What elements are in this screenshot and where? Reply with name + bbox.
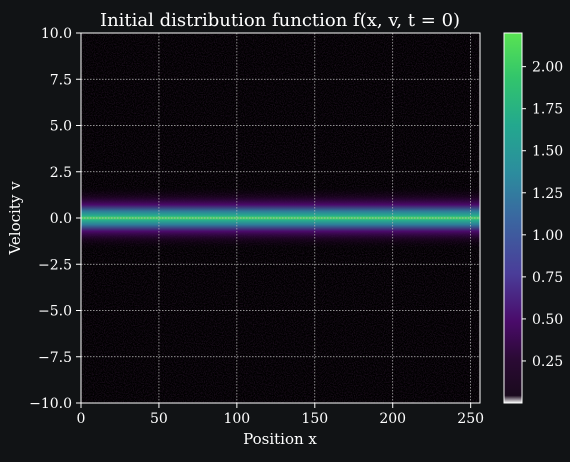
y-axis: 10.0 7.5 5.0 2.5 0.0 −2.5 −5.0 −7.5 −10.0 — [29, 26, 81, 412]
chart-title: Initial distribution function f(x, v, t … — [100, 10, 460, 31]
plot-area — [80, 32, 481, 404]
y-tick-label: −10.0 — [29, 396, 72, 412]
colorbar-tick-label: 1.00 — [532, 228, 563, 244]
y-tick-label: 5.0 — [50, 119, 72, 135]
x-axis: 0 50 100 150 200 250 — [77, 403, 484, 427]
x-tick-label: 100 — [223, 411, 250, 427]
colorbar-tick-label: 1.25 — [532, 186, 563, 202]
x-tick-label: 150 — [301, 411, 328, 427]
colorbar-tick-label: 0.25 — [532, 354, 563, 370]
colorbar: 2.00 1.75 1.50 1.25 1.00 0.75 0.50 0.25 — [503, 32, 563, 404]
y-tick-label: −7.5 — [38, 350, 72, 366]
colorbar-tick-label: 2.00 — [532, 60, 563, 76]
x-tick-label: 200 — [379, 411, 406, 427]
y-tick-label: 2.5 — [50, 165, 72, 181]
colorbar-tick-label: 1.75 — [532, 102, 563, 118]
x-axis-label: Position x — [243, 430, 317, 448]
x-tick-label: 0 — [77, 411, 86, 427]
colorbar-tick-label: 0.75 — [532, 270, 563, 286]
colorbar-gradient — [503, 32, 523, 404]
colorbar-tick-label: 1.50 — [532, 144, 563, 160]
colorbar-tick-label: 0.50 — [532, 312, 563, 328]
y-tick-label: −2.5 — [38, 257, 72, 273]
y-tick-label: 10.0 — [41, 26, 72, 42]
x-tick-label: 50 — [150, 411, 168, 427]
grid — [81, 33, 480, 403]
colorbar-ticks: 2.00 1.75 1.50 1.25 1.00 0.75 0.50 0.25 — [522, 60, 563, 370]
y-tick-label: 0.0 — [50, 211, 72, 227]
x-tick-label: 250 — [457, 411, 484, 427]
y-axis-label: Velocity v — [6, 181, 24, 256]
y-tick-label: −5.0 — [38, 304, 72, 320]
y-tick-label: 7.5 — [50, 72, 72, 88]
